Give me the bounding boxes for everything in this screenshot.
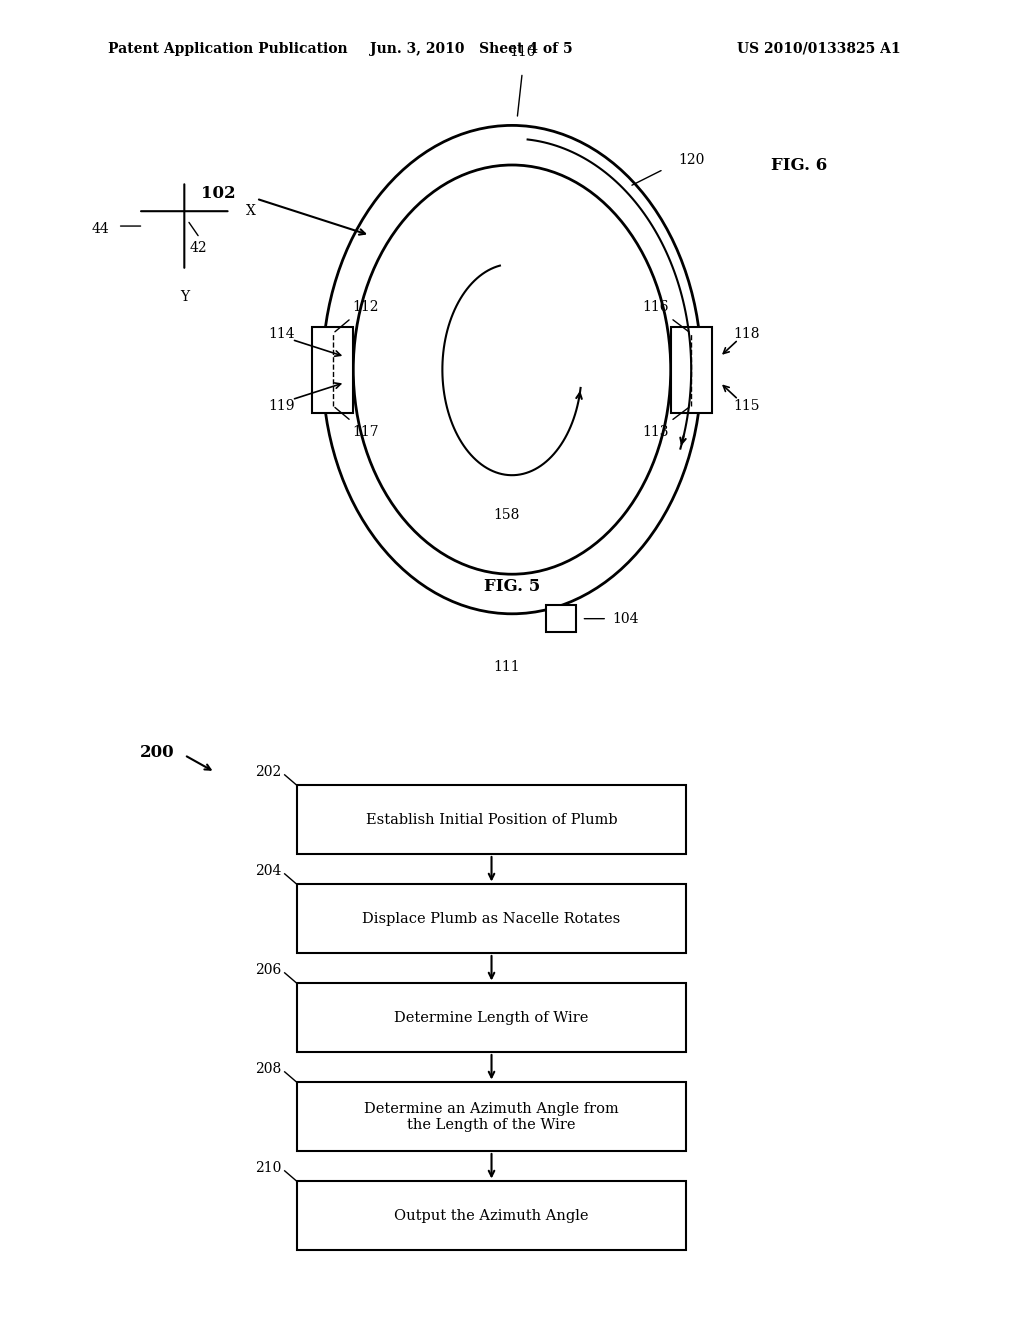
Text: Jun. 3, 2010   Sheet 4 of 5: Jun. 3, 2010 Sheet 4 of 5 xyxy=(370,42,572,55)
Text: 117: 117 xyxy=(352,425,379,440)
Text: 111: 111 xyxy=(494,660,520,675)
Text: FIG. 6: FIG. 6 xyxy=(771,157,826,173)
Text: 102: 102 xyxy=(201,185,236,202)
Text: Determine an Azimuth Angle from
the Length of the Wire: Determine an Azimuth Angle from the Leng… xyxy=(365,1102,618,1131)
Text: 115: 115 xyxy=(733,399,760,413)
Text: Establish Initial Position of Plumb: Establish Initial Position of Plumb xyxy=(366,813,617,826)
Text: 208: 208 xyxy=(255,1061,282,1076)
Text: 158: 158 xyxy=(494,508,520,523)
FancyBboxPatch shape xyxy=(297,884,686,953)
Text: 110: 110 xyxy=(509,45,536,59)
FancyBboxPatch shape xyxy=(297,785,686,854)
FancyBboxPatch shape xyxy=(297,1181,686,1250)
Text: 114: 114 xyxy=(268,326,295,341)
Text: 104: 104 xyxy=(612,611,639,626)
Text: 210: 210 xyxy=(255,1160,282,1175)
Text: Patent Application Publication: Patent Application Publication xyxy=(108,42,347,55)
Bar xyxy=(671,327,712,412)
Text: 206: 206 xyxy=(255,962,282,977)
Text: 42: 42 xyxy=(189,242,207,255)
FancyBboxPatch shape xyxy=(297,983,686,1052)
Text: FIG. 5: FIG. 5 xyxy=(484,578,540,594)
Text: 116: 116 xyxy=(642,300,669,314)
Text: 112: 112 xyxy=(352,300,379,314)
Text: X: X xyxy=(246,205,256,218)
Text: Output the Azimuth Angle: Output the Azimuth Angle xyxy=(394,1209,589,1222)
FancyBboxPatch shape xyxy=(297,1082,686,1151)
Text: 44: 44 xyxy=(92,222,110,236)
Text: Determine Length of Wire: Determine Length of Wire xyxy=(394,1011,589,1024)
Text: 120: 120 xyxy=(679,153,706,166)
Text: Y: Y xyxy=(180,290,188,305)
Text: 118: 118 xyxy=(733,326,760,341)
Text: 113: 113 xyxy=(642,425,669,440)
Bar xyxy=(546,606,577,632)
Bar xyxy=(312,327,353,412)
Text: 204: 204 xyxy=(255,863,282,878)
Text: 119: 119 xyxy=(268,399,295,413)
Text: 202: 202 xyxy=(255,764,282,779)
Text: 200: 200 xyxy=(139,744,174,760)
Text: Displace Plumb as Nacelle Rotates: Displace Plumb as Nacelle Rotates xyxy=(362,912,621,925)
Text: US 2010/0133825 A1: US 2010/0133825 A1 xyxy=(737,42,901,55)
